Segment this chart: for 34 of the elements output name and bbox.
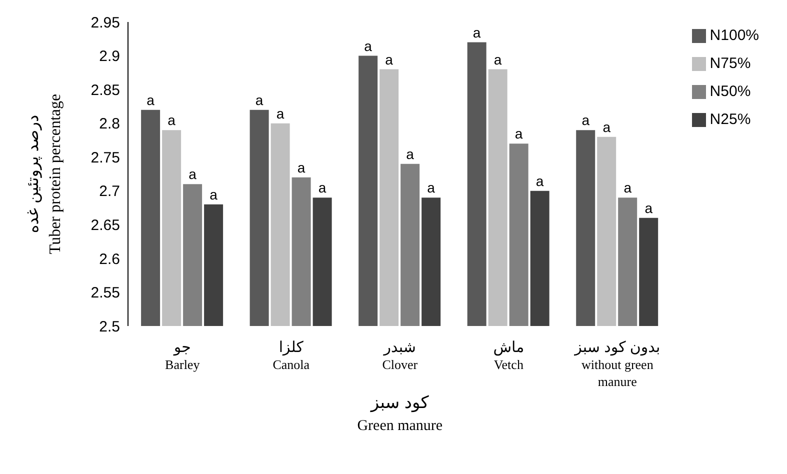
data-label: a (188, 166, 197, 182)
data-label: a (624, 180, 632, 196)
data-label: a (427, 180, 436, 196)
data-label: a (494, 51, 502, 68)
data-label: a (644, 200, 653, 216)
y-tick-label: 2.5 (99, 318, 120, 336)
y-tick-label: 2.85 (90, 82, 120, 99)
data-label: a (255, 92, 264, 108)
data-label: a (168, 112, 176, 128)
data-label: a (297, 159, 306, 176)
y-tick-label: 2.8 (99, 116, 120, 133)
data-label: a (210, 186, 218, 202)
data-label: a (472, 24, 481, 40)
data-label: a (602, 118, 611, 135)
data-label: a (582, 112, 590, 128)
y-tick-label: 2.75 (90, 149, 120, 166)
data-label: a (146, 92, 155, 108)
data-label: a (364, 38, 372, 54)
legend-label: N50% (710, 83, 751, 100)
data-label: a (514, 126, 523, 142)
y-tick-label: 2.55 (90, 284, 120, 302)
y-tick-label: 2.65 (90, 216, 120, 234)
y-tick-label: 2.9 (99, 48, 120, 66)
legend-label: N25% (710, 111, 751, 128)
y-tick-label: 2.95 (90, 14, 120, 32)
data-label: a (385, 51, 394, 68)
data-label: a (276, 105, 284, 122)
data-label: a (318, 180, 326, 196)
legend-label: N100% (710, 27, 759, 44)
y-tick-label: 2.6 (99, 250, 120, 268)
y-tick-label: 2.7 (99, 183, 120, 200)
data-label: a (536, 172, 544, 189)
legend-label: N75% (710, 55, 751, 72)
data-label: a (406, 146, 414, 162)
